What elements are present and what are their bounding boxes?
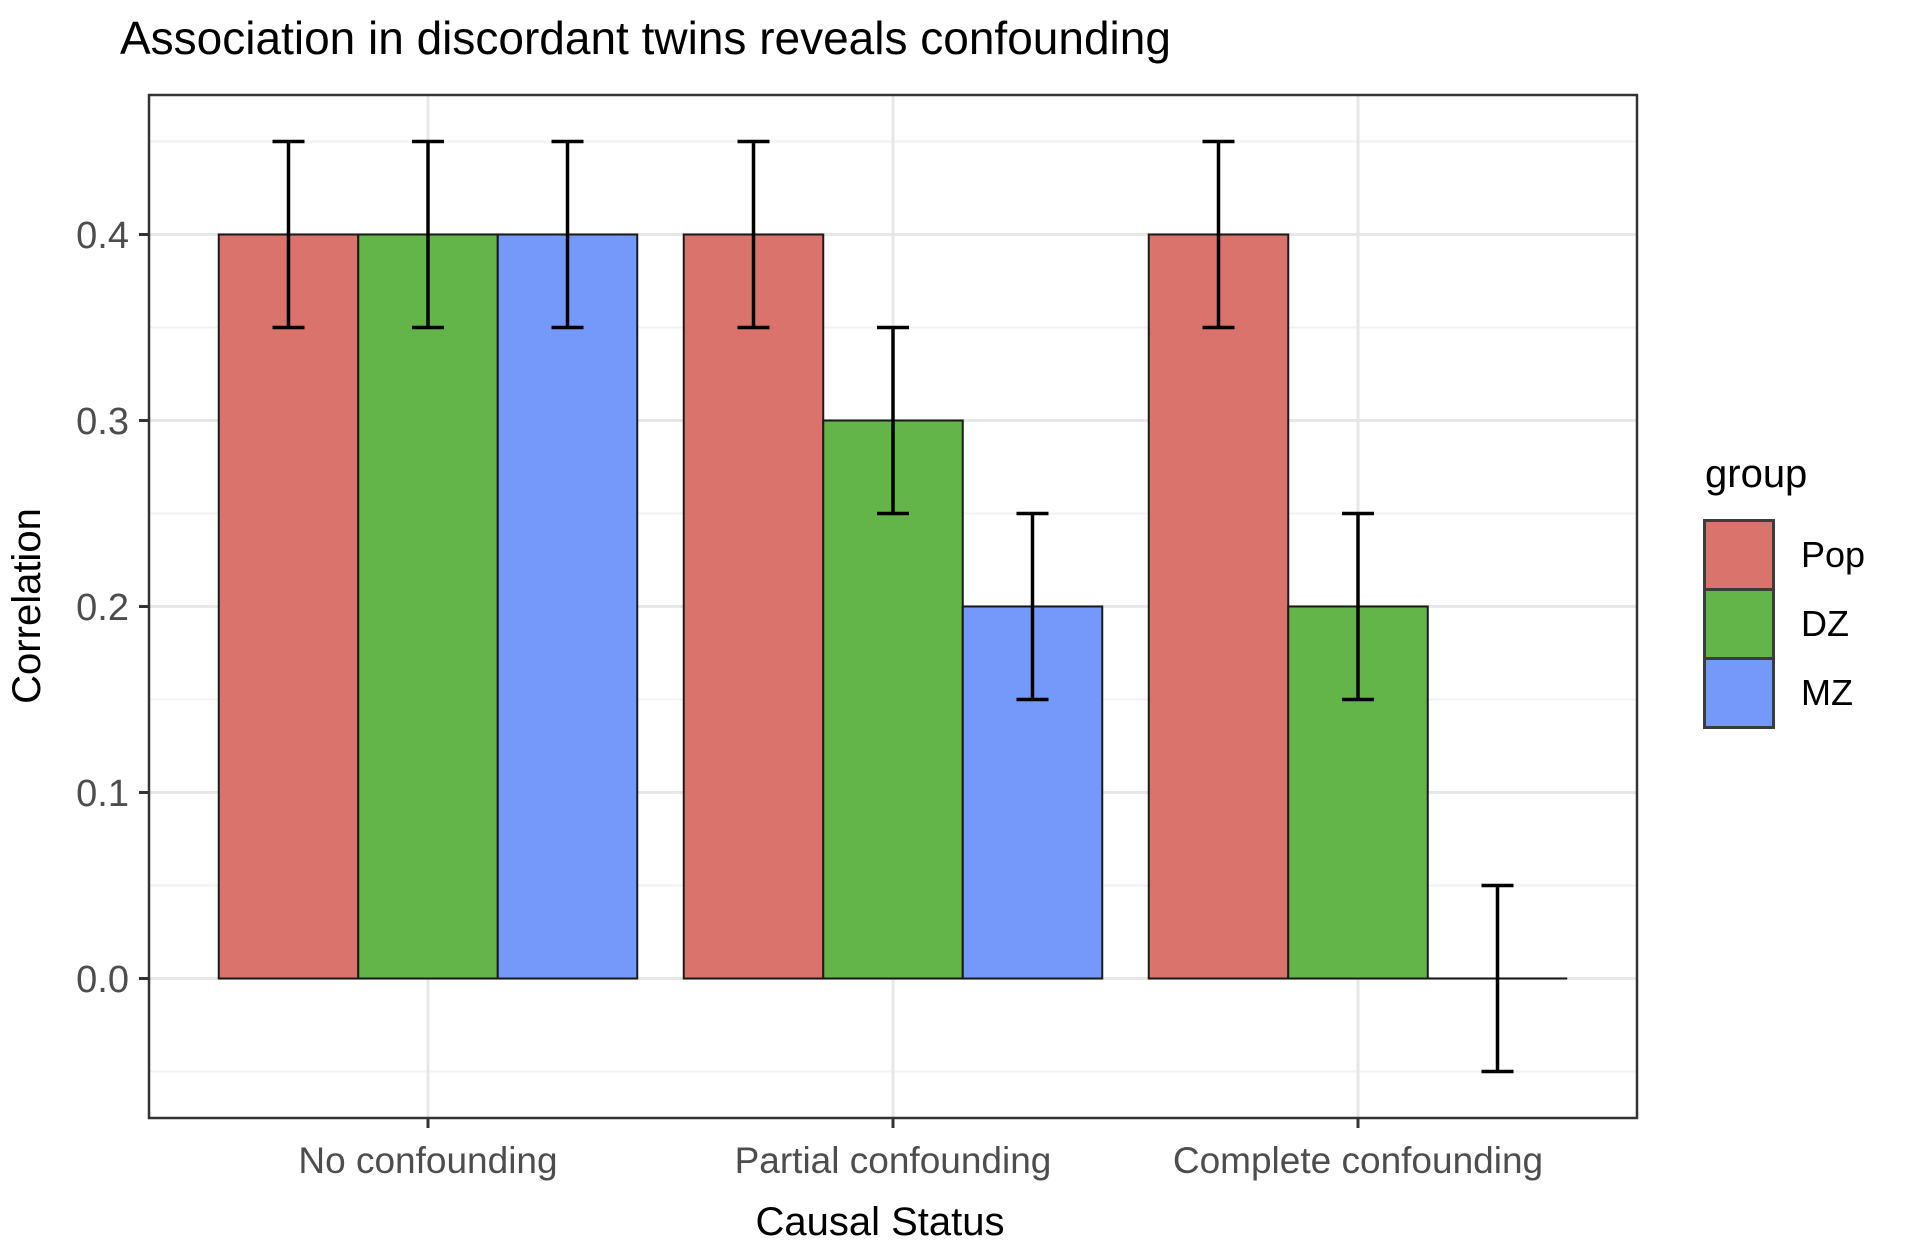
x-axis-title: Causal Status <box>755 1200 1004 1244</box>
legend-items: Pop DZ MZ <box>1703 519 1865 729</box>
bar-pop-no-confounding <box>217 233 360 980</box>
x-tick-label: Complete confounding <box>1173 1140 1543 1181</box>
legend-swatch-mz <box>1703 657 1775 729</box>
legend-title: group <box>1705 452 1808 496</box>
bar-dz-no-confounding <box>357 233 499 980</box>
y-tick-label: 0.1 <box>76 773 129 815</box>
legend-item-mz: MZ <box>1703 657 1865 729</box>
legend-item-pop: Pop <box>1703 519 1865 591</box>
y-axis-title: Correlation <box>5 508 49 704</box>
bar-pop-partial-confounding <box>682 233 825 980</box>
y-tick-label: 0.3 <box>76 401 129 443</box>
legend-label-pop: Pop <box>1801 534 1866 575</box>
legend-swatch-dz <box>1703 588 1775 660</box>
plot-panel: 0.0 0.1 0.2 0.3 0.4 No confounding Partial con… <box>76 93 1639 1181</box>
bar-mz-no-confounding <box>496 233 639 980</box>
legend-swatch-pop <box>1703 519 1775 591</box>
legend-item-dz: DZ <box>1703 588 1865 660</box>
x-tick-label: Partial confounding <box>735 1140 1052 1181</box>
legend-label-dz: DZ <box>1801 603 1849 644</box>
y-tick-label: 0.2 <box>76 587 129 629</box>
x-tick-label: No confounding <box>298 1140 557 1181</box>
y-tick-label: 0.0 <box>76 959 129 1001</box>
bar-pop-complete-confounding <box>1147 233 1290 980</box>
y-tick-label: 0.4 <box>76 215 129 257</box>
legend-label-mz: MZ <box>1801 672 1853 713</box>
chart-title: Association in discordant twins reveals … <box>120 12 1171 64</box>
legend: group Pop DZ MZ <box>1703 452 1865 729</box>
